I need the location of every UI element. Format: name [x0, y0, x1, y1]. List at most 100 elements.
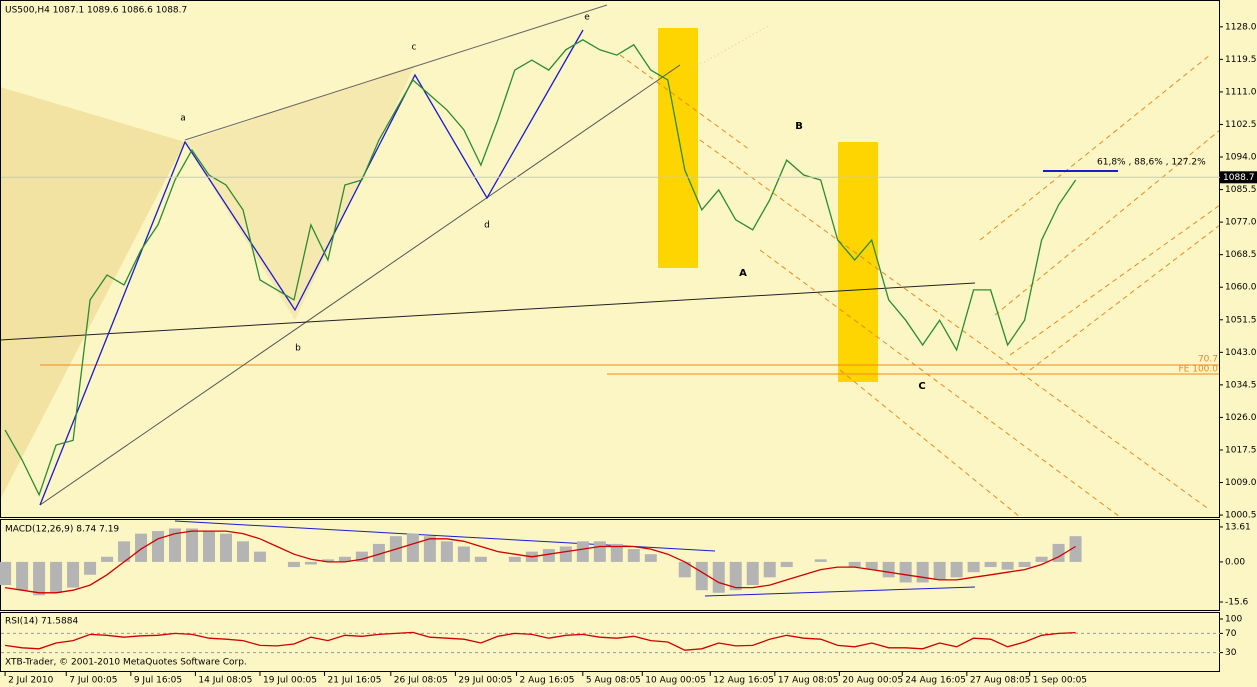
x-tick-label: 20 Aug 00:05: [842, 676, 903, 686]
y-tick-label: 1077.0: [1225, 218, 1257, 228]
histogram-bar: [84, 561, 97, 575]
histogram-bar: [186, 528, 199, 562]
histogram-bar: [763, 561, 776, 578]
histogram-bar: [253, 551, 266, 562]
y-tick-label: 1119.5: [1225, 55, 1257, 65]
series-line: [4, 39, 1077, 497]
histogram-bar: [152, 531, 165, 562]
y-tick-label: 1017.5: [1225, 445, 1257, 455]
dotted-line: [689, 24, 771, 71]
highlight-box: [838, 142, 878, 382]
x-tick-label: 27 Aug 08:05: [970, 676, 1031, 686]
trend-line: [0, 282, 976, 341]
wave-label: b: [295, 344, 301, 354]
wave-label: a: [180, 114, 186, 124]
histogram-bar: [321, 559, 334, 562]
histogram-bar: [1035, 556, 1048, 562]
histogram-bar: [848, 561, 861, 568]
histogram-bar: [33, 561, 46, 596]
histogram-bar: [236, 541, 249, 562]
x-tick-label: 5 Aug 08:05: [586, 676, 641, 686]
histogram-bar: [355, 551, 368, 562]
x-tick-label: 10 Aug 00:05: [645, 676, 706, 686]
y-tick-label: 1043.0: [1225, 348, 1257, 358]
y-tick-label: 1068.5: [1225, 250, 1257, 260]
histogram-bar: [67, 561, 80, 588]
y-tick-label: 0.00: [1225, 557, 1245, 567]
x-tick-label: 26 Jul 08:05: [394, 676, 448, 686]
y-tick-label: 1128.0: [1225, 22, 1257, 32]
histogram-bar: [814, 559, 827, 562]
y-tick-label: 1085.5: [1225, 185, 1257, 195]
panel-border: [0, 612, 1220, 672]
histogram-bar: [219, 533, 232, 562]
histogram-bar: [593, 541, 606, 562]
x-tick-label: 19 Jul 00:05: [263, 676, 317, 686]
indicator-title: RSI(14) 71.5884: [5, 617, 78, 627]
y-tick-label: 70: [1225, 629, 1237, 639]
x-tick-label: 24 Aug 16:05: [905, 676, 966, 686]
histogram-bar: [916, 561, 929, 583]
histogram-bar: [338, 556, 351, 562]
histogram-bar: [627, 549, 640, 562]
fib-label: 70.7: [1198, 355, 1218, 365]
x-tick-label: 14 Jul 08:05: [198, 676, 252, 686]
histogram-bar: [559, 546, 572, 562]
y-tick-label: 1034.5: [1225, 380, 1257, 390]
histogram-bar: [440, 541, 453, 562]
trend-line: [184, 4, 608, 141]
wave-label: c: [412, 43, 417, 53]
x-tick-label: 2 Jul 2010: [8, 676, 53, 686]
y-tick-label: 1009.0: [1225, 478, 1257, 488]
last-price-box: [1220, 171, 1257, 184]
pitchfork: [619, 54, 1221, 518]
histogram-bar: [1018, 561, 1031, 568]
divergence-line: [704, 586, 976, 597]
histogram-bar: [678, 561, 691, 578]
x-tick-label: 1 Sep 00:05: [1033, 676, 1087, 686]
histogram-bar: [202, 531, 215, 562]
histogram-bar: [576, 541, 589, 562]
x-tick-label: 7 Jul 00:05: [69, 676, 117, 686]
wave-label: B: [795, 121, 803, 132]
y-tick-label: 30: [1225, 648, 1237, 658]
histogram-bar: [50, 561, 63, 593]
histogram-bar: [1052, 543, 1065, 562]
histogram-bar: [984, 561, 997, 568]
histogram-bar: [950, 561, 963, 578]
highlight-box: [658, 28, 698, 268]
histogram-bar: [372, 543, 385, 562]
y-tick-label: 1111.0: [1225, 87, 1257, 97]
shaded-area: [0, 87, 185, 500]
histogram-bar: [729, 561, 742, 591]
histogram-bar: [101, 556, 114, 562]
wave-label: C: [918, 381, 925, 392]
histogram-bar: [712, 561, 725, 593]
histogram-bar: [169, 528, 182, 562]
histogram-bar: [933, 561, 946, 580]
series-line: [5, 530, 1076, 594]
chart-title: US500,H4 1087.1 1089.6 1086.6 1088.7: [5, 6, 187, 16]
histogram-bar: [610, 543, 623, 562]
wave-label: d: [484, 221, 490, 231]
panel-border: [0, 0, 1220, 518]
histogram-bar: [135, 533, 148, 562]
y-tick-label: 1000.5: [1225, 511, 1257, 521]
x-tick-label: 21 Jul 16:05: [328, 676, 382, 686]
histogram-bar: [967, 561, 980, 573]
fib-label: FE 100.0: [1179, 365, 1219, 375]
indicator-title: MACD(12,26,9) 8.74 7.19: [5, 525, 119, 535]
shaded-area: [185, 65, 415, 320]
x-tick-label: 9 Jul 16:05: [134, 676, 182, 686]
x-tick-label: 2 Aug 16:05: [520, 676, 575, 686]
footer: XTB-Trader, © 2001-2010 MetaQuotes Softw…: [5, 658, 247, 668]
histogram-bar: [865, 561, 878, 570]
zigzag: [39, 29, 584, 506]
histogram-bar: [542, 549, 555, 562]
y-tick-label: 13.61: [1225, 522, 1251, 532]
histogram-bar: [695, 561, 708, 591]
histogram-bar: [0, 561, 12, 586]
y-tick-label: 1051.5: [1225, 315, 1257, 325]
y-tick-label: -15.6: [1225, 598, 1249, 608]
